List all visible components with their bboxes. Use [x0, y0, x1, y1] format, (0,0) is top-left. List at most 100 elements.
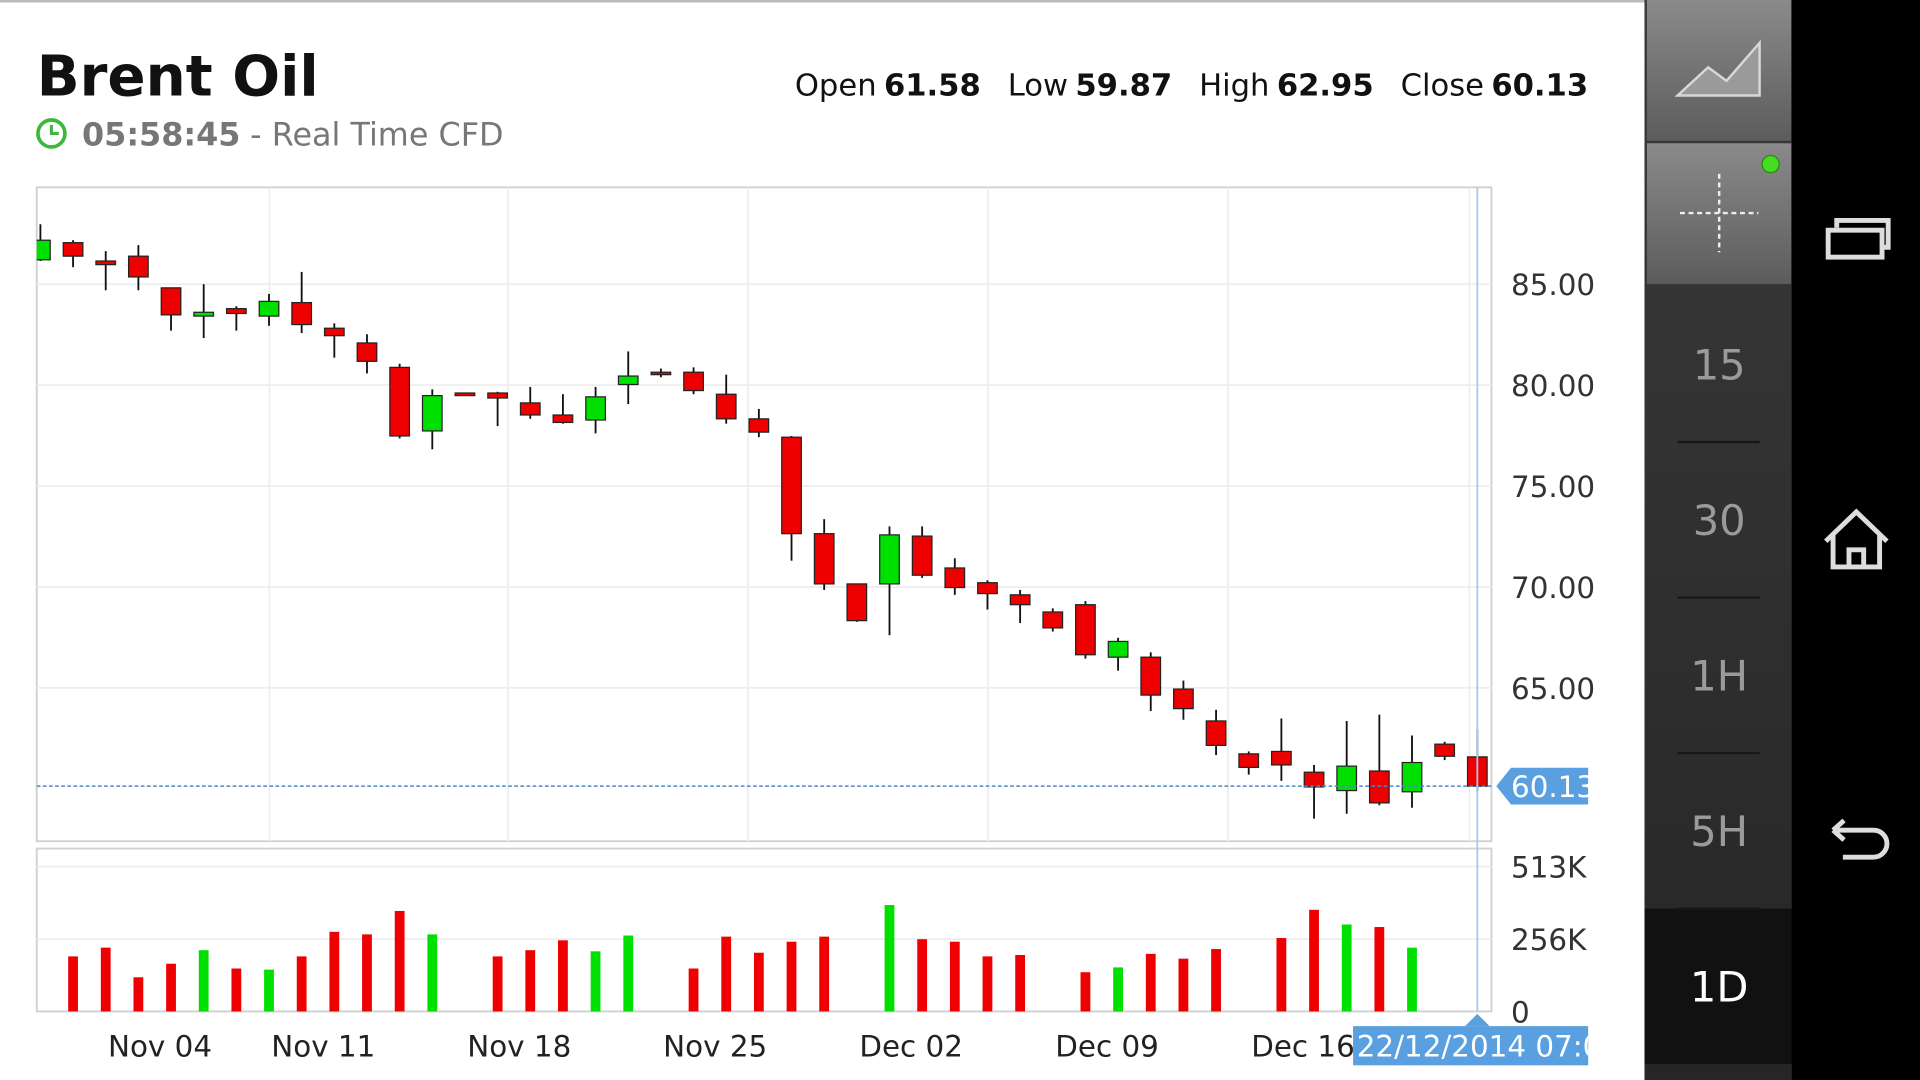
candle-body — [944, 567, 966, 589]
volume-bar — [1145, 953, 1156, 1012]
home-button[interactable] — [1824, 508, 1889, 570]
interval-label: 5H — [1690, 807, 1748, 856]
volume-bar — [133, 977, 144, 1012]
candle-body — [1303, 771, 1325, 788]
candle-body — [1075, 604, 1096, 656]
volume-bar — [688, 968, 699, 1012]
interval-label: 30 — [1693, 496, 1746, 545]
crosshair-indicator — [1761, 154, 1780, 174]
volume-bar — [982, 956, 993, 1012]
volume-bar — [264, 969, 274, 1012]
x-tick-label: Nov 11 — [271, 1030, 375, 1064]
volume-bar — [623, 935, 634, 1012]
candle-body — [1140, 656, 1162, 696]
candle-body — [258, 300, 280, 317]
title: Brent Oil — [37, 45, 319, 110]
volume-tick-label: 256K — [1511, 923, 1587, 957]
time: 05:58:45 — [82, 116, 240, 154]
volume-bar — [492, 956, 503, 1012]
y-tick-label: 65.00 — [1511, 672, 1595, 706]
volume-bar — [394, 910, 405, 1012]
candle-body — [160, 287, 182, 316]
candle-body — [291, 301, 313, 326]
volume-bar — [1113, 967, 1123, 1012]
nav-icons — [1824, 217, 1891, 860]
clock-icon — [36, 118, 67, 149]
volume-bar — [427, 934, 438, 1012]
ohlc-label: Open — [795, 69, 877, 104]
candle-body — [1401, 761, 1423, 793]
y-tick-label: 80.00 — [1511, 369, 1595, 403]
x-tick-label: Nov 25 — [663, 1030, 767, 1064]
ohlc-value: 60.13 — [1491, 69, 1588, 104]
volume-tick-label: 0 — [1511, 995, 1530, 1029]
volume-bar — [68, 956, 78, 1012]
interval-label: 1D — [1690, 963, 1749, 1012]
interval-button[interactable] — [1644, 908, 1792, 1065]
crosshair-label-box — [1353, 1026, 1589, 1066]
candle-body — [1205, 720, 1227, 746]
volume-bar — [786, 941, 797, 1012]
interval-label: 15 — [1693, 341, 1746, 390]
volume-bar — [1309, 909, 1319, 1012]
candle-body — [95, 260, 117, 266]
volume-bar — [884, 905, 895, 1012]
candle-body — [356, 342, 378, 362]
candle-body — [879, 534, 900, 585]
candle-body — [1173, 688, 1194, 710]
recent-apps-button[interactable] — [1825, 227, 1885, 260]
candle-body — [1336, 765, 1358, 792]
back-button[interactable] — [1831, 818, 1890, 860]
ohlc-label: High — [1199, 69, 1269, 104]
candle-body — [617, 375, 639, 386]
chart-type-button[interactable] — [1646, 0, 1792, 141]
candle-body — [781, 436, 802, 535]
candle-body — [1107, 640, 1129, 658]
y-tick-label: 70.00 — [1511, 571, 1595, 605]
candle-body — [1042, 611, 1064, 629]
volume-frame — [35, 847, 1493, 1013]
ohlc-line: Open 61.58 Low 59.87 High 62.95 Close 60.13 — [795, 69, 1588, 104]
candle-body — [454, 392, 476, 397]
volume-bar — [917, 939, 928, 1012]
nav-bar — [1791, 0, 1920, 1080]
candle-body — [487, 392, 509, 399]
candle-body — [683, 371, 704, 392]
chart-type-icon — [1674, 39, 1761, 97]
y-tick-label: 85.00 — [1511, 268, 1595, 302]
candle-body — [552, 414, 574, 424]
candle-body — [36, 239, 51, 261]
x-tick-label: Dec 09 — [1055, 1030, 1159, 1064]
crosshair-label: 22/12/2014 07:00 — [1357, 1030, 1620, 1064]
recent-apps-icon — [1834, 217, 1891, 250]
candle-body — [1238, 753, 1260, 768]
volume-bar — [558, 940, 568, 1012]
candle-body — [193, 311, 215, 317]
time-line: 05:58:45 - Real Time CFD — [82, 116, 504, 154]
volume-bar — [1015, 954, 1026, 1012]
volume-bar — [329, 931, 340, 1012]
last-price-label: 60.13 — [1511, 770, 1595, 804]
volume-bar — [1211, 949, 1221, 1012]
subtitle: - Real Time CFD — [250, 116, 503, 154]
x-tick-label: Dec 02 — [859, 1030, 963, 1064]
volume-tick-label: 513K — [1511, 851, 1587, 885]
candle-body — [323, 327, 345, 337]
candle-body — [977, 582, 998, 595]
ohlc-value: 62.95 — [1277, 69, 1374, 104]
interval-label: 1H — [1690, 652, 1748, 701]
crosshair-icon — [1680, 173, 1759, 253]
x-tick-label: Nov 04 — [108, 1030, 212, 1064]
volume-bar — [1341, 924, 1352, 1012]
last-price-tag — [1496, 767, 1589, 805]
candle-body — [1368, 770, 1390, 804]
candle-body — [1009, 594, 1031, 606]
volume-bar — [1407, 947, 1417, 1012]
volume-bar — [753, 952, 764, 1012]
volume-bar — [166, 963, 176, 1012]
candle-body — [1270, 750, 1292, 766]
volume-bar — [296, 956, 307, 1012]
volume-bar — [819, 936, 830, 1012]
